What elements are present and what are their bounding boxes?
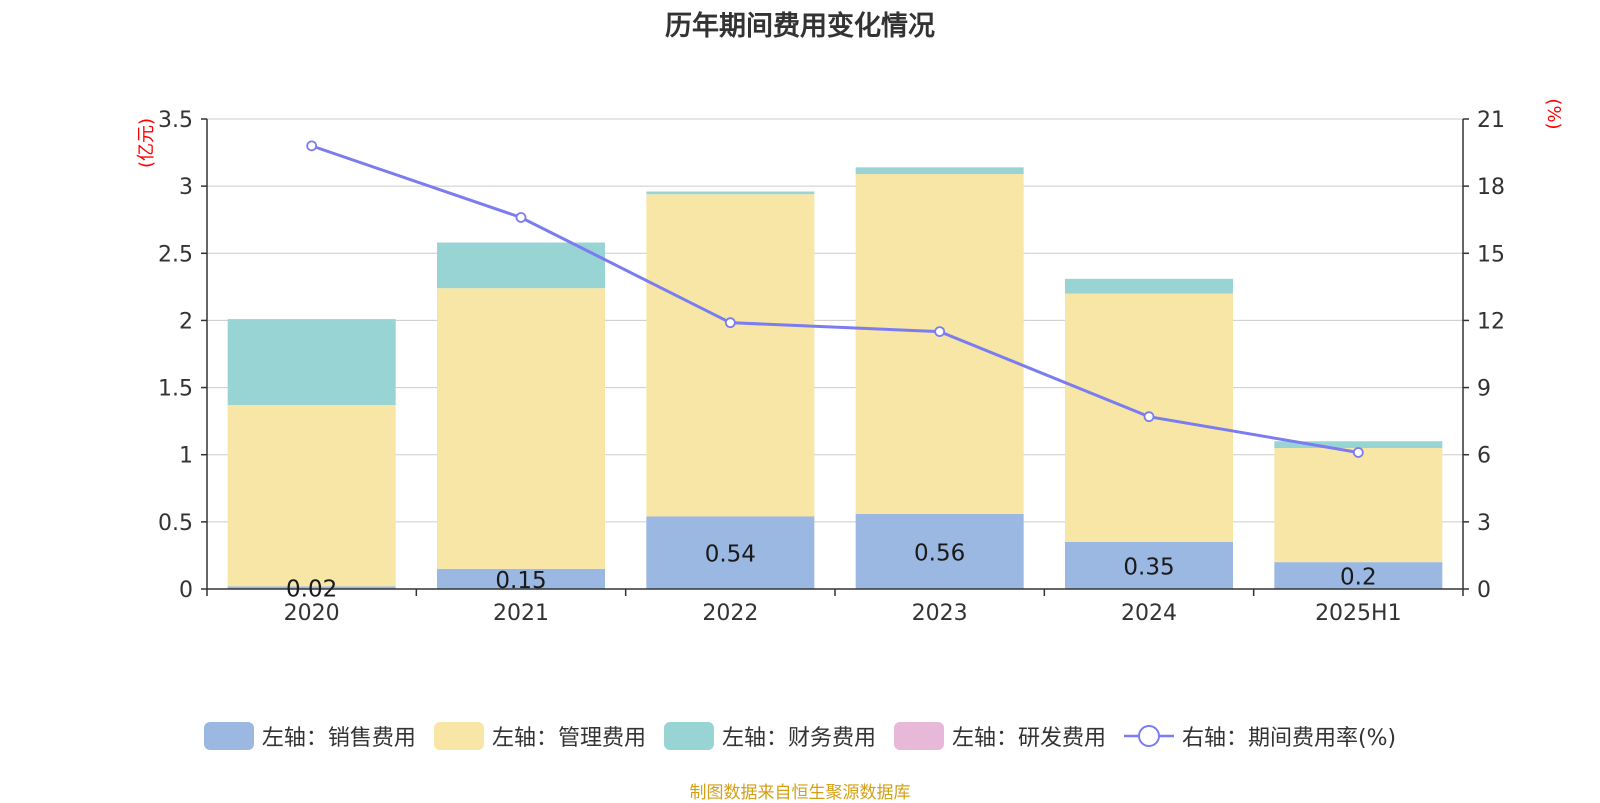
legend-item-admin[interactable]: 左轴：管理费用 [433, 720, 646, 752]
x-axis-tick-label: 2020 [284, 601, 340, 626]
left-axis-tick-label: 0.5 [158, 511, 193, 536]
bar-segment-sales[interactable] [855, 513, 1024, 589]
x-axis-tick-label: 2022 [702, 601, 758, 626]
bar-data-label: 0.56 [914, 540, 965, 566]
bars [227, 167, 1443, 589]
legend: 左轴：销售费用 左轴：管理费用 左轴：财务费用 左轴：研发费用 右轴：期间费用率… [0, 720, 1600, 752]
bar-segment-finance[interactable] [855, 167, 1024, 175]
rate-line-point[interactable] [724, 317, 736, 329]
bar-data-label: 0.54 [705, 542, 756, 568]
right-axis-tick-label: 15 [1477, 242, 1505, 267]
chart-canvas: 0 0.5 1 1.5 2 2.5 3 3.5 0 3 6 9 12 15 18 21 (亿元) (%) 2020 2… [136, 98, 1564, 626]
right-axis-tick-label: 6 [1477, 444, 1491, 469]
right-axis-tick-label: 21 [1477, 108, 1505, 133]
rate-line [306, 140, 1364, 458]
bar-segment-finance[interactable] [1274, 441, 1443, 448]
legend-swatch-sales [203, 722, 254, 750]
bar-segment-finance[interactable] [437, 242, 605, 289]
rate-line-point[interactable] [934, 326, 946, 338]
legend-swatch-admin [433, 722, 484, 750]
bar-segment-sales[interactable] [437, 568, 605, 589]
legend-item-rnd[interactable]: 左轴：研发费用 [893, 720, 1106, 752]
bar-segment-admin[interactable] [1274, 448, 1443, 563]
left-axis-tick-label: 1 [179, 444, 193, 469]
rate-line-point[interactable] [515, 212, 527, 223]
legend-swatch-finance [663, 722, 714, 750]
legend-item-finance[interactable]: 左轴：财务费用 [663, 720, 876, 752]
bar-data-label: 0.02 [286, 577, 337, 603]
bar-segment-finance[interactable] [227, 319, 396, 406]
left-axis-tick-label: 1.5 [158, 377, 193, 402]
right-axis-tick-label: 12 [1477, 309, 1505, 334]
bar-data-label: 0.2 [1340, 565, 1377, 591]
legend-swatch-rnd [893, 722, 944, 750]
legend-label-finance: 左轴：财务费用 [721, 726, 876, 751]
bar-segment-sales[interactable] [227, 586, 396, 589]
source-note: 制图数据来自恒生聚源数据库 [689, 783, 911, 803]
legend-line-marker-icon [1123, 725, 1174, 747]
legend-label-rate: 右轴：期间费用率(%) [1181, 726, 1397, 751]
right-axis-unit-label: (%) [1543, 98, 1564, 129]
data-labels: 0.02 0.15 0.54 0.56 0.35 0.2 [286, 540, 1377, 602]
bar-segment-sales[interactable] [1065, 542, 1233, 589]
left-axis-tick-label: 3.5 [158, 108, 193, 133]
bar-data-label: 0.35 [1123, 555, 1174, 581]
bar-segment-admin[interactable] [855, 174, 1024, 514]
rate-line-path [311, 144, 1359, 454]
x-axis-tick-label: 2024 [1121, 601, 1177, 626]
legend-item-rate[interactable]: 右轴：期间费用率(%) [1123, 720, 1397, 752]
legend-label-sales: 左轴：销售费用 [261, 726, 416, 751]
bar-segment-admin[interactable] [227, 405, 396, 587]
x-axis-tick-label: 2021 [493, 601, 549, 626]
axes: 0 0.5 1 1.5 2 2.5 3 3.5 0 3 6 9 12 15 18 21 (亿元) (%) 2020 2… [136, 98, 1564, 626]
left-axis-tick-label: 2.5 [158, 242, 193, 267]
right-axis-tick-label: 0 [1477, 578, 1491, 603]
bar-segment-admin[interactable] [437, 288, 605, 569]
right-axis-tick-label: 3 [1477, 511, 1491, 536]
bar-data-label: 0.15 [495, 568, 546, 594]
right-axis-tick-label: 9 [1477, 377, 1491, 402]
x-axis-tick-label: 2025H1 [1315, 601, 1402, 626]
bar-segment-finance[interactable] [646, 191, 815, 195]
bar-segment-sales[interactable] [1274, 562, 1443, 589]
legend-item-sales[interactable]: 左轴：销售费用 [203, 720, 416, 752]
x-axis-tick-label: 2023 [912, 601, 968, 626]
grid-lines [207, 118, 1463, 523]
left-axis-tick-label: 3 [179, 175, 193, 200]
bar-segment-finance[interactable] [1065, 278, 1233, 294]
legend-label-admin: 左轴：管理费用 [491, 726, 646, 751]
left-axis-tick-label: 2 [179, 309, 193, 334]
bar-segment-admin[interactable] [646, 194, 815, 517]
rate-line-point[interactable] [306, 140, 318, 152]
left-axis-tick-label: 0 [179, 578, 193, 603]
rate-line-point[interactable] [1352, 447, 1364, 458]
rate-line-point[interactable] [1143, 411, 1155, 423]
right-axis-tick-label: 18 [1477, 175, 1505, 200]
chart-title: 历年期间费用变化情况 [665, 11, 935, 42]
left-axis-unit-label: (亿元) [136, 118, 157, 168]
legend-label-rnd: 左轴：研发费用 [951, 726, 1106, 751]
bar-segment-sales[interactable] [646, 516, 815, 589]
